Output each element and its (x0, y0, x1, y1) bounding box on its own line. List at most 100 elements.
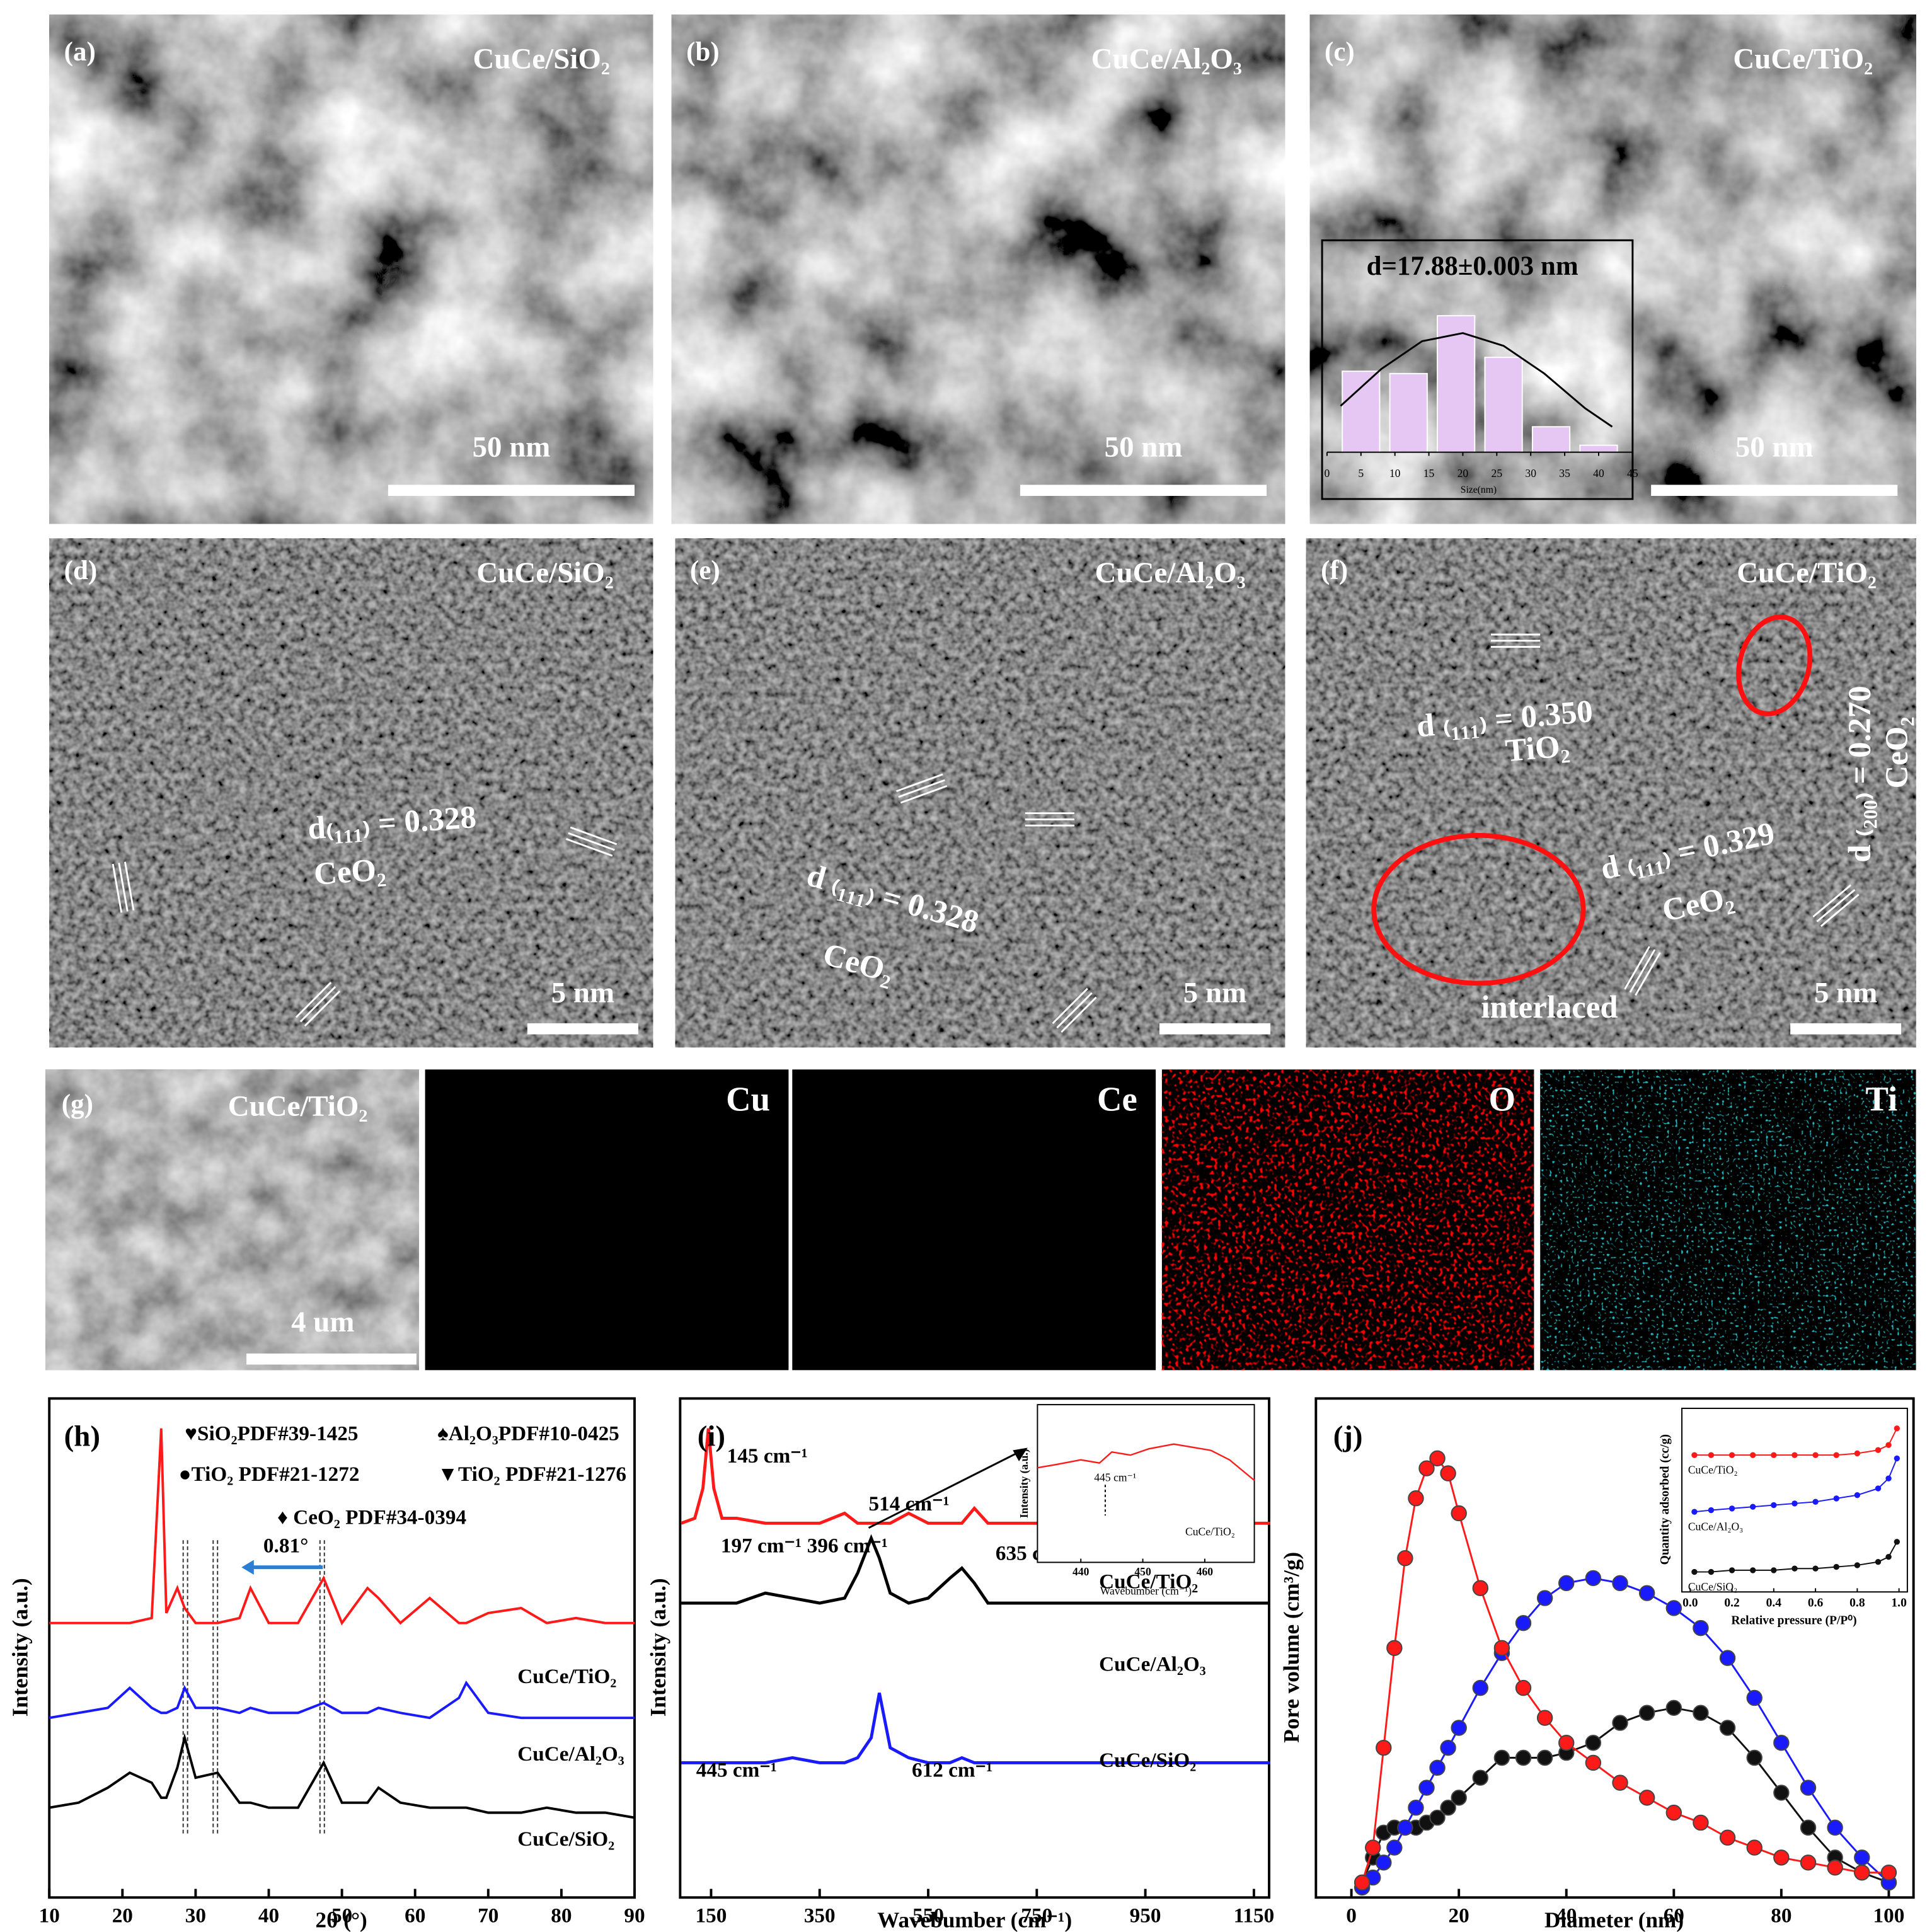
fringe-line (898, 779, 945, 798)
panel-label: (f) (1321, 556, 1348, 585)
isotherm-point (1894, 1455, 1900, 1462)
eds-map (1540, 1069, 1916, 1371)
x-tick-label: 100 (1873, 1904, 1905, 1927)
lattice-marker (295, 982, 341, 1027)
psd-point (1354, 1874, 1371, 1891)
lattice-marker (1490, 633, 1541, 648)
lattice-annotation: TiO₂ (1504, 728, 1571, 769)
psd-point (1440, 1739, 1456, 1756)
panel-label: (e) (690, 556, 720, 585)
psd-point (1800, 1819, 1817, 1836)
lattice-marker (1624, 946, 1661, 996)
phase-legend: ▼TiO₂ PDF#21-1276 (437, 1463, 626, 1486)
psd-point (1854, 1849, 1870, 1866)
xrd-line (49, 1428, 635, 1626)
fringe-line (1056, 992, 1093, 1029)
psd-point (1472, 1679, 1488, 1696)
eds-map (1161, 1069, 1534, 1371)
psd-point (1429, 1759, 1446, 1776)
scale-label: 5 nm (1814, 977, 1877, 1009)
scale-label: 50 nm (1105, 430, 1183, 463)
lattice-annotation: CeO₂ (313, 851, 387, 892)
peak-label: 514 cm⁻¹ (869, 1492, 950, 1515)
hrtem-image (675, 538, 1285, 1048)
psd-point (1773, 1849, 1790, 1866)
inset-series-label: CuCe/Al₂O₃ (1688, 1521, 1743, 1533)
psd-point (1451, 1790, 1467, 1806)
psd-point (1451, 1505, 1467, 1522)
eds-map (425, 1069, 789, 1371)
phase-legend: ♥SiO₂PDF#39-1425 (185, 1422, 358, 1446)
fringe-line (1061, 996, 1097, 1033)
psd-point (1558, 1575, 1575, 1592)
callout-arrow-head (1013, 1447, 1028, 1462)
x-axis-label: Wavebumber (cm⁻¹) (877, 1907, 1072, 1932)
x-axis-label: Diameter (nm) (1544, 1907, 1684, 1932)
histogram-bar (1342, 371, 1381, 453)
shift-label: 0.81° (263, 1534, 308, 1558)
x-tick-label: 80 (1771, 1904, 1791, 1927)
psd-point (1665, 1600, 1682, 1616)
panel-label: (h) (64, 1420, 100, 1453)
x-tick-label: 40 (1556, 1904, 1577, 1927)
hrtem-shade (675, 538, 1285, 1048)
psd-point (1773, 1735, 1790, 1751)
lattice-marker (1812, 884, 1860, 927)
psd-point (1665, 1804, 1682, 1821)
x-axis-label: 2θ (°) (316, 1907, 367, 1932)
psd-point (1854, 1864, 1870, 1881)
hrtem-shade (49, 538, 653, 1048)
inset-background (1037, 1405, 1255, 1563)
panel-label: (b) (686, 37, 720, 67)
psd-point (1515, 1749, 1532, 1766)
x-tick-label: 150 (696, 1904, 727, 1927)
panel-label: (i) (698, 1420, 725, 1453)
psd-point (1693, 1705, 1709, 1721)
psd-point (1638, 1790, 1655, 1806)
phase-legend: ♦ CeO₂ PDF#34-0394 (277, 1506, 466, 1529)
inset-frame (1321, 239, 1634, 500)
lattice-marker (565, 826, 618, 857)
inset-series-label: CuCe/SiO₂ (1688, 1580, 1737, 1593)
xrd-line (49, 1733, 635, 1819)
x-tick-label: 25 (1492, 467, 1503, 480)
lattice-annotation: d ₍₂₀₀₎ = 0.270 (1842, 686, 1877, 862)
x-tick-label: 350 (804, 1904, 836, 1927)
y-axis-label: Intensity (a.u.) (8, 1578, 32, 1716)
inset-peak-label: 445 cm⁻¹ (1094, 1471, 1136, 1483)
psd-point (1746, 1839, 1762, 1856)
x-tick-label: 450 (1134, 1565, 1151, 1578)
plot-frame (679, 1397, 1270, 1899)
raman-line (681, 1428, 1270, 1525)
inset-line (1037, 1443, 1255, 1481)
plot-frame (1037, 1404, 1255, 1563)
x-tick-label: 90 (624, 1904, 645, 1927)
y-axis-label: Quantity adsorbed (cc/g) (1659, 1434, 1672, 1565)
x-tick-label: 35 (1559, 467, 1570, 480)
inset-x-label: Relative pressure (P/P⁰) (1731, 1614, 1856, 1628)
psd-point (1440, 1465, 1456, 1481)
psd-point (1429, 1809, 1446, 1826)
x-tick-label: 460 (1197, 1565, 1214, 1578)
x-tick-label: 80 (551, 1904, 572, 1927)
psd-point (1408, 1799, 1424, 1816)
psd-point (1827, 1819, 1843, 1836)
psd-point (1612, 1575, 1628, 1592)
x-tick-label: 0 (1325, 467, 1330, 480)
x-tick-label: 60 (405, 1904, 425, 1927)
psd-point (1376, 1854, 1392, 1871)
isotherm-line (1694, 1458, 1898, 1513)
psd-point (1638, 1585, 1655, 1601)
psd-point (1746, 1689, 1762, 1706)
highlight-ellipse (1371, 832, 1586, 986)
psd-point (1773, 1785, 1790, 1801)
fringe-line (900, 785, 948, 804)
fringe-line (1629, 949, 1656, 993)
inset-title: d=17.88±0.003 nm (1367, 251, 1578, 281)
fringe-line (570, 826, 618, 846)
plot-frame (1681, 1407, 1908, 1593)
x-tick-label: 950 (1130, 1904, 1161, 1927)
element-label: Ce (1097, 1080, 1137, 1118)
